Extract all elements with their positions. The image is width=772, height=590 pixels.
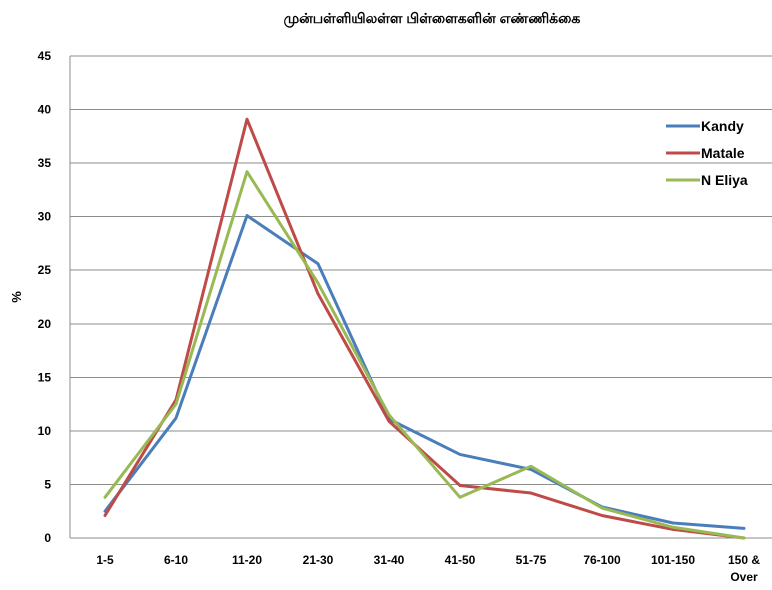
y-tick-label-2: 10: [38, 424, 52, 438]
x-tick-label-1: 6-10: [164, 553, 188, 567]
chart-title: முன்பள்ளியிலள்ள பிள்ளைகளின் எண்ணிக்கை: [284, 10, 581, 27]
legend-label-matale: Matale: [701, 145, 745, 161]
axes: 0 5 10 15 20 25 30 35 40 45 1-5 6-10 11-20 21-30 31-40…: [38, 49, 772, 584]
x-tick-label-7: 76-100: [583, 553, 621, 567]
legend-label-kandy: Kandy: [701, 118, 744, 134]
x-tick-label-2: 11-20: [232, 553, 262, 567]
x-tick-label-8: 101-150: [651, 553, 695, 567]
y-tick-label-9: 45: [38, 49, 52, 63]
y-tick-label-5: 25: [38, 263, 52, 277]
y-tick-label-0: 0: [44, 531, 51, 545]
y-axis-label: %: [9, 291, 24, 303]
y-tick-label-7: 35: [38, 156, 52, 170]
series-line-kandy: [103, 214, 746, 530]
y-tick-label-6: 30: [38, 210, 52, 224]
series-line-n-eliya: [103, 170, 746, 540]
x-tick-label-5: 41-50: [445, 553, 476, 567]
x-tick-label-9: 150 & Over: [728, 553, 760, 584]
x-tick-label-3: 21-30: [303, 553, 334, 567]
legend-label-n-eliya: N Eliya: [701, 172, 748, 188]
legend: Kandy Matale N Eliya: [666, 118, 748, 188]
x-tick-label-6: 51-75: [516, 553, 547, 567]
series-lines: [103, 117, 746, 540]
x-tick-label-4: 31-40: [374, 553, 405, 567]
y-tick-label-4: 20: [38, 317, 52, 331]
y-tick-label-8: 40: [38, 103, 52, 117]
y-tick-label-1: 5: [44, 477, 51, 491]
x-tick-label-0: 1-5: [96, 553, 114, 567]
y-tick-label-3: 15: [38, 370, 52, 384]
series-line-matale: [103, 117, 746, 540]
gridlines: [70, 55, 772, 539]
